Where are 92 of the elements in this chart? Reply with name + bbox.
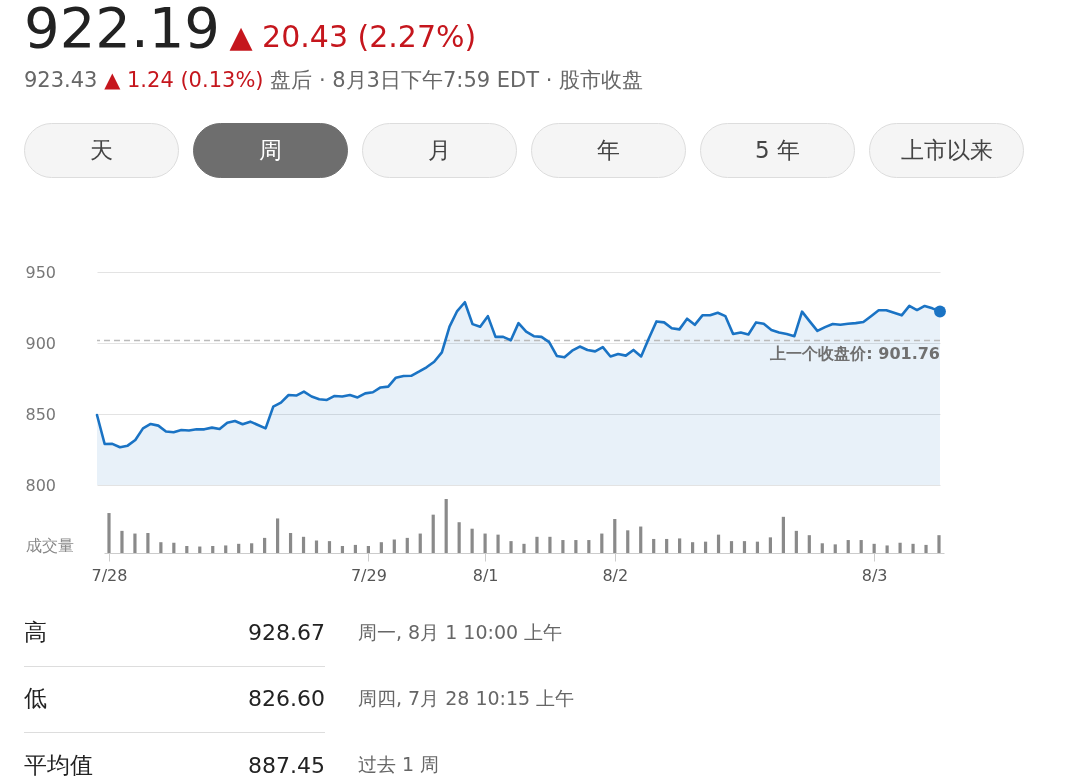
bar xyxy=(924,544,928,553)
text: 月 xyxy=(362,123,517,178)
bar xyxy=(172,542,176,553)
bar xyxy=(470,528,474,553)
bar xyxy=(496,534,500,553)
bar xyxy=(872,543,876,553)
text: 天 xyxy=(24,123,179,178)
bar xyxy=(911,543,915,553)
bar xyxy=(275,518,280,553)
bar xyxy=(457,522,461,553)
bar xyxy=(755,541,760,553)
x-tick-label: 8/2 xyxy=(602,565,629,585)
text: 周四, 7月 28 10:15 上午 xyxy=(358,686,575,711)
text: 887.45 xyxy=(247,751,325,779)
bar xyxy=(405,537,409,553)
bar xyxy=(327,541,332,553)
bar xyxy=(522,543,526,553)
bar xyxy=(353,544,358,553)
bar xyxy=(690,542,695,553)
bar xyxy=(250,543,254,553)
bar xyxy=(898,542,902,553)
bar xyxy=(833,544,837,553)
bar xyxy=(133,533,137,553)
bar xyxy=(224,545,228,553)
bar xyxy=(366,545,370,553)
bar xyxy=(288,533,293,553)
bar xyxy=(665,538,669,553)
bar xyxy=(937,535,941,553)
bar xyxy=(237,543,241,553)
bar xyxy=(211,545,215,553)
bar xyxy=(340,545,345,553)
bar xyxy=(548,536,552,553)
text: 上市以来 xyxy=(869,123,1024,178)
text: 周一, 8月 1 10:00 上午 xyxy=(358,620,563,645)
bar xyxy=(626,530,630,553)
y-tick-label: 800 xyxy=(25,475,57,495)
bar xyxy=(807,535,811,553)
bar xyxy=(146,533,150,553)
text: 923.43 ▲ 1.24 (0.13%) 盘后 · 8月3日下午7:59 EDT · 股市收盘 xyxy=(24,68,644,92)
x-tick-label: 7/29 xyxy=(350,565,387,585)
text: 928.67 xyxy=(224,599,325,667)
bar xyxy=(574,540,578,553)
bar xyxy=(561,540,565,553)
bar xyxy=(859,540,863,553)
bar xyxy=(535,536,539,553)
bar xyxy=(742,541,747,553)
bar xyxy=(483,533,487,553)
text: 周 xyxy=(193,123,348,178)
bar xyxy=(509,541,513,553)
bar xyxy=(613,518,617,553)
bar xyxy=(107,513,111,553)
bar xyxy=(729,541,734,553)
text: 年 xyxy=(531,123,686,178)
bar xyxy=(639,526,643,553)
ref-line-label: 上一个收盘价: 901.76 xyxy=(769,343,940,363)
bar xyxy=(120,530,124,553)
bar xyxy=(379,542,383,553)
bar xyxy=(820,543,824,553)
text: 平均值 xyxy=(24,750,94,779)
bar xyxy=(444,499,448,553)
bar xyxy=(794,530,798,553)
x-tick-label: 8/1 xyxy=(472,565,499,585)
bar xyxy=(159,542,163,553)
bar xyxy=(301,536,306,553)
bar xyxy=(314,540,319,553)
text: 过去 1 周 xyxy=(358,752,440,777)
bar xyxy=(600,533,604,553)
bar xyxy=(703,541,708,553)
text: 826.60 xyxy=(224,665,325,733)
text: 低 xyxy=(24,665,224,733)
bar xyxy=(781,516,785,553)
bar xyxy=(418,533,422,553)
bar xyxy=(652,538,656,553)
y-tick-label: 850 xyxy=(25,404,57,424)
bar xyxy=(846,540,850,553)
text: 5 年 xyxy=(700,123,855,178)
bar xyxy=(263,537,267,553)
x-tick-label: 7/28 xyxy=(91,565,128,585)
x-tick-label: 8/3 xyxy=(861,565,888,585)
y-tick-label: 950 xyxy=(25,262,57,282)
bar xyxy=(678,538,682,553)
y-axis-title: 成交量 xyxy=(25,535,74,555)
bar xyxy=(431,514,435,553)
bar xyxy=(716,534,721,553)
bar xyxy=(392,539,396,553)
bar xyxy=(885,545,889,553)
text: 高 xyxy=(24,599,224,667)
chart-title: 922.19 ▲ 20.43 (2.27%) xyxy=(24,0,477,60)
bar xyxy=(768,537,773,553)
bar xyxy=(587,540,591,553)
bar xyxy=(185,545,189,553)
y-tick-label: 900 xyxy=(25,333,57,353)
